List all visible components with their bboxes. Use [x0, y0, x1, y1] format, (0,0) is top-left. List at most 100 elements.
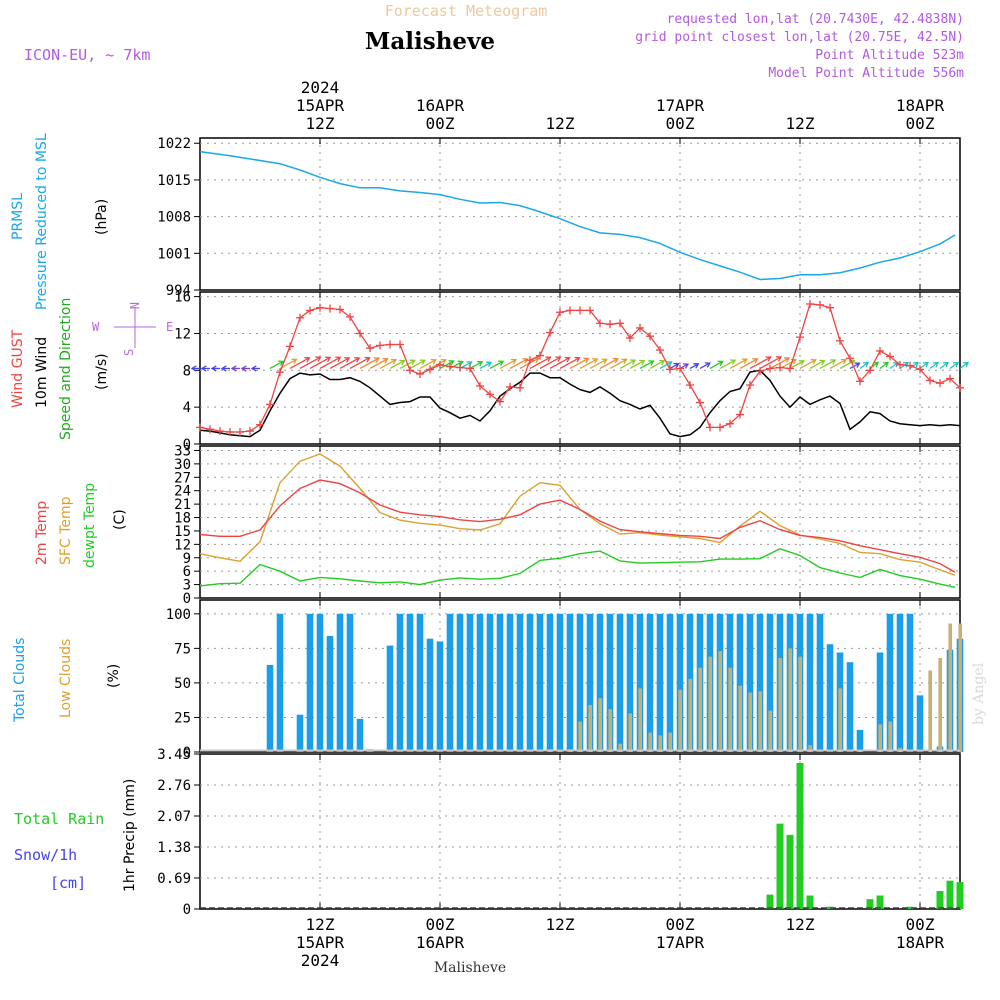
wind-arrow-head	[555, 356, 562, 362]
plot-layer: 1022101510081001994161284033302724211815…	[157, 78, 970, 970]
total-cloud-bar	[486, 613, 494, 752]
bottom-time-label: 17APR	[656, 933, 705, 952]
point-altitude: Point Altitude 523m	[815, 48, 964, 63]
cloud-bars	[200, 613, 964, 752]
gridpoint-coords: grid point closest lon,lat (20.75E, 42.5…	[635, 30, 964, 45]
low-cloud-bar	[638, 688, 642, 752]
wind-direction-arrow	[799, 359, 817, 370]
wind-direction-arrow	[939, 361, 949, 369]
low-clouds-label: Low Clouds	[58, 639, 74, 718]
wind-arrow-head	[335, 356, 342, 362]
wind-arrow-head	[545, 356, 552, 362]
wind-arrow-head	[601, 358, 608, 364]
wind-arrow-head	[730, 359, 737, 365]
total-cloud-bar	[756, 613, 764, 752]
wind-arrow-head	[872, 361, 880, 368]
bottom-time-label: 15APR	[296, 933, 345, 952]
total-cloud-bar	[456, 613, 464, 752]
rain-bar	[866, 899, 874, 909]
wind-direction-arrow	[479, 361, 492, 370]
wind-arrow-head	[291, 358, 298, 365]
wind-arrow-head	[510, 358, 518, 365]
wind-direction-arrow	[669, 363, 679, 370]
wind-arrow-head	[419, 359, 426, 365]
wind-arrow-head	[942, 361, 950, 368]
wind-direction-arrow	[549, 357, 570, 370]
total-cloud-bar	[306, 613, 314, 752]
top-time-label: 2024	[301, 78, 340, 97]
low-cloud-bar	[648, 732, 652, 752]
low-cloud-bar	[728, 667, 732, 752]
wind-arrow-head	[693, 363, 700, 369]
wind-arrow-head	[666, 361, 673, 367]
supertitle: Forecast Meteogram	[385, 2, 548, 20]
bottom-time-label: 00Z	[906, 915, 935, 934]
snow-label: Snow/1h	[14, 846, 77, 864]
watermark: by Angel	[971, 662, 987, 725]
bottom-time-label: 12Z	[546, 915, 575, 934]
low-cloud-bar	[688, 678, 692, 752]
total-cloud-bar	[586, 613, 594, 752]
low-cloud-bar	[938, 658, 942, 752]
wind-direction-arrow	[559, 357, 580, 370]
wind-arrow-head	[430, 358, 437, 365]
wind-arrow-head	[344, 357, 351, 363]
total-cloud-bar	[516, 613, 524, 752]
t2m-line	[199, 479, 956, 573]
wind-arrow-head	[457, 360, 464, 367]
wind-arrow-head	[522, 358, 529, 364]
top-time-label: 00Z	[906, 114, 935, 133]
wind-arrow-head	[440, 358, 447, 365]
total-cloud-bar	[466, 613, 474, 752]
wind-arrow-head	[922, 361, 930, 368]
wind-direction-arrow	[829, 359, 847, 370]
low-cloud-bar	[628, 713, 632, 752]
wind-direction-arrow	[929, 361, 939, 369]
top-time-label: 17APR	[656, 96, 705, 115]
pressure-label: Pressure Reduced to MSL	[34, 133, 50, 310]
wind-ytick-label: 4	[183, 400, 191, 416]
rain-bar	[806, 895, 814, 909]
total-cloud-bar	[636, 613, 644, 752]
low-cloud-bar	[958, 623, 962, 752]
wind-direction-arrow	[759, 356, 782, 370]
rain-bar	[786, 834, 794, 909]
wind-direction-arrow	[539, 356, 561, 370]
low-cloud-bar	[658, 735, 662, 752]
low-cloud-bar	[768, 710, 772, 752]
wind-direction-arrow	[469, 361, 483, 370]
wind-direction-arrow	[579, 358, 598, 370]
total-cloud-bar	[616, 613, 624, 752]
wind-arrow-head	[382, 357, 389, 364]
wind-arrow-head	[704, 362, 711, 368]
wind-ytick-label: 0	[183, 437, 191, 453]
temp-ytick-label: 24	[174, 484, 191, 500]
wind-arrow-head	[364, 356, 371, 363]
wind-arrow-head	[390, 358, 398, 365]
top-time-label: 15APR	[296, 96, 345, 115]
wind-arrow-head	[583, 357, 590, 364]
bottom-time-label: 12Z	[306, 915, 335, 934]
total-cloud-bar	[656, 613, 664, 752]
precip-frame	[199, 753, 961, 910]
total-clouds-label: Total Clouds	[12, 638, 28, 723]
bottom-time-label: 18APR	[896, 933, 945, 952]
low-cloud-bar	[748, 692, 752, 752]
dewpt-line	[199, 548, 956, 588]
total-cloud-bar	[746, 613, 754, 752]
clouds-ytick-label: 75	[174, 641, 191, 657]
wind-direction-arrows	[190, 356, 970, 372]
precip-unit: 1hr Precip (mm)	[122, 779, 138, 892]
wind-arrow-head	[210, 365, 217, 372]
total-cloud-bar	[356, 718, 364, 752]
wind-arrow-head	[354, 357, 361, 363]
wind-ytick-label: 8	[183, 363, 191, 379]
wind-unit: (m/s)	[94, 353, 110, 390]
wind-arrow-head	[840, 358, 848, 365]
total-cloud-bar	[406, 613, 414, 752]
wind-arrow-head	[717, 360, 724, 367]
wind-direction-arrow	[699, 362, 711, 370]
top-time-label: 12Z	[546, 114, 575, 133]
compass-s: S	[122, 349, 136, 356]
